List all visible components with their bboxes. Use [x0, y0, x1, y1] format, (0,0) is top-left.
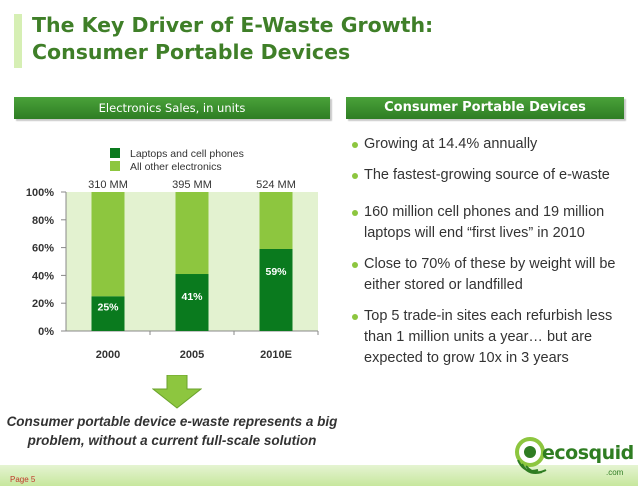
slide-title-line-1: The Key Driver of E-Waste Growth: [32, 13, 434, 37]
bar-other-electronics [91, 192, 125, 297]
chart-panel-header: Electronics Sales, in units [14, 97, 330, 119]
legend-label: All other electronics [130, 161, 222, 173]
bar-laptops-phones [91, 296, 125, 331]
slide-title-line-2: Consumer Portable Devices [32, 40, 351, 64]
data-label: 41% [181, 291, 203, 303]
down-arrow-icon [152, 375, 202, 409]
logo-domain: .com [606, 468, 624, 477]
y-tick-label: 20% [32, 298, 54, 310]
bullet-item: The fastest-growing source of e-waste [352, 165, 632, 186]
bar-laptops-phones [175, 274, 209, 331]
bar-other-electronics [175, 192, 209, 275]
x-tick-label: 2010E [260, 349, 292, 361]
total-label: 524 MM [256, 179, 296, 191]
x-tick-label: 2000 [96, 349, 120, 361]
page-number: Page 5 [10, 475, 36, 484]
x-tick-label: 2005 [180, 349, 204, 361]
bar-laptops-phones [259, 248, 293, 331]
y-tick-label: 80% [32, 215, 54, 227]
logo-wordmark: ecosquid [542, 442, 634, 464]
bullets-panel-header: Consumer Portable Devices [346, 97, 624, 119]
legend-swatch [110, 161, 120, 171]
data-label: 59% [265, 266, 287, 278]
legend-swatch [110, 148, 120, 158]
bullet-item: Growing at 14.4% annually [352, 134, 632, 155]
y-tick-label: 0% [38, 326, 54, 338]
footer-bar [0, 465, 638, 486]
bullet-list: Growing at 14.4% annually The fastest-gr… [352, 134, 632, 379]
ecosquid-logo: ecosquid .com [512, 432, 634, 482]
sales-stacked-bar-chart: 0% 20% 40% 60% 80% 100% 25% 2000 310 MM 41% 2005 39… [26, 148, 319, 361]
y-tick-label: 100% [26, 187, 54, 199]
squid-swirl-icon [515, 437, 547, 474]
chart-caption: Consumer portable device e-waste represe… [6, 414, 338, 448]
slide-title: The Key Driver of E-Waste Growth: Consum… [32, 12, 433, 66]
bullet-item: Top 5 trade-in sites each refurbish less… [352, 306, 632, 369]
data-label: 25% [97, 301, 119, 313]
total-label: 395 MM [172, 179, 212, 191]
bullet-item: 160 million cell phones and 19 million l… [352, 202, 632, 244]
bar-other-electronics [259, 192, 293, 249]
y-tick-label: 60% [32, 243, 54, 255]
title-accent-bar [14, 14, 22, 68]
total-label: 310 MM [88, 179, 128, 191]
y-tick-label: 40% [32, 270, 54, 282]
legend-label: Laptops and cell phones [130, 148, 244, 160]
bullet-item: Close to 70% of these by weight will be … [352, 254, 632, 296]
